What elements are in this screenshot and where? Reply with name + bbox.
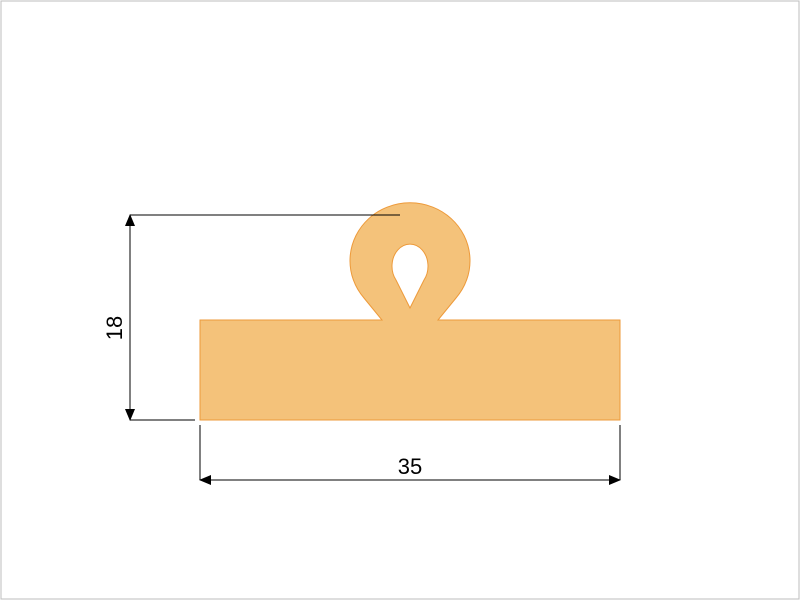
silicone-profile-shape bbox=[200, 203, 620, 420]
height-dim-value: 18 bbox=[102, 316, 127, 340]
width-dim-value: 35 bbox=[398, 454, 422, 479]
technical-drawing: 18 35 bbox=[0, 0, 800, 600]
width-dimension: 35 bbox=[200, 425, 620, 480]
